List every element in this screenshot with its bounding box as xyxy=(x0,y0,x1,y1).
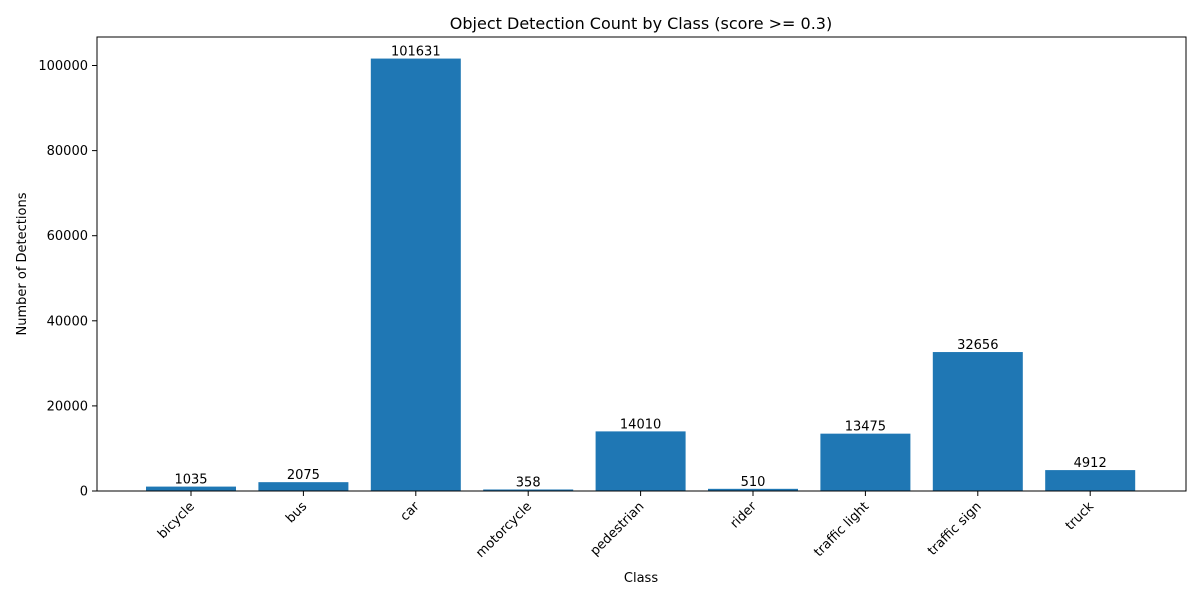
bar-bus xyxy=(258,482,349,491)
y-tick-label: 80000 xyxy=(47,144,88,159)
bar-motorcycle xyxy=(483,489,574,491)
bar-bicycle xyxy=(146,486,236,491)
y-tick-label: 100000 xyxy=(38,59,88,74)
bar-value-label: 358 xyxy=(516,475,541,490)
y-tick-label: 40000 xyxy=(47,314,88,329)
bars-group xyxy=(146,58,1136,491)
bar-truck xyxy=(1045,470,1136,491)
bar-traffic-light xyxy=(820,433,911,491)
bar-value-label: 1035 xyxy=(174,473,207,488)
y-tick-label: 20000 xyxy=(47,399,88,414)
bar-value-label: 13475 xyxy=(845,420,886,435)
plot-frame xyxy=(96,36,1187,492)
bar-traffic-sign xyxy=(932,352,1023,491)
bar-value-label: 510 xyxy=(741,475,766,490)
bar-value-label: 14010 xyxy=(620,417,661,432)
bar-value-label: 32656 xyxy=(957,338,998,353)
y-tick-label: 0 xyxy=(80,485,88,500)
bar-car xyxy=(370,58,461,491)
y-axis-ticks: 0 20000 40000 60000 80000 100000 xyxy=(38,59,97,500)
y-axis-label: Number of Detections xyxy=(15,192,30,335)
y-tick-label: 60000 xyxy=(47,229,88,244)
x-axis-label: Class xyxy=(624,571,658,586)
bar-value-label: 4912 xyxy=(1074,456,1107,471)
bar-value-label: 101631 xyxy=(391,45,441,60)
bar-value-label: 2075 xyxy=(287,468,320,483)
value-labels-group: 1035 2075 101631 358 14010 510 13475 32656 4912 xyxy=(174,45,1106,491)
chart-title: Object Detection Count by Class (score >… xyxy=(450,14,832,33)
bar-pedestrian xyxy=(595,431,686,491)
bar-rider xyxy=(708,488,798,491)
